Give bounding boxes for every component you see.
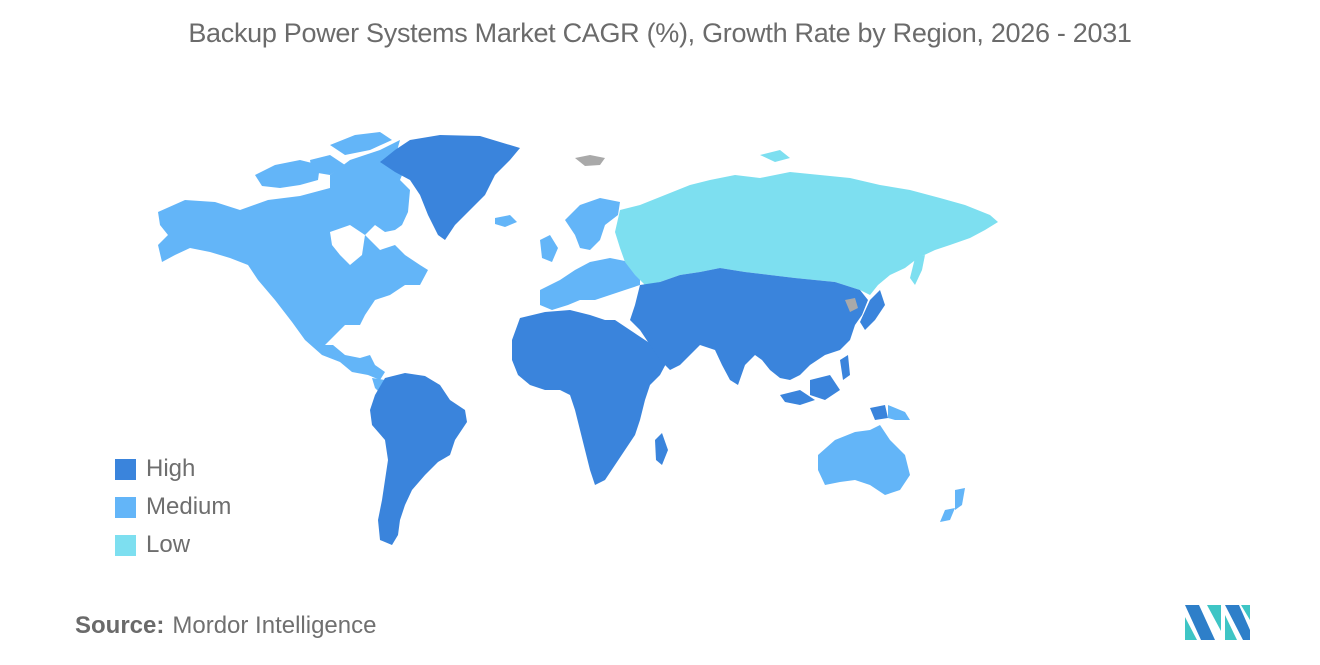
legend-item-high: High [115, 450, 231, 488]
region-europe [540, 198, 640, 310]
region-oceania [818, 425, 910, 495]
region-south-america [370, 373, 467, 545]
region-asia [630, 268, 868, 385]
legend-item-medium: Medium [115, 488, 231, 526]
legend-label: Low [146, 531, 191, 558]
region-greenland [380, 135, 520, 240]
legend-swatch-high [115, 458, 136, 480]
legend-swatch-low [115, 534, 136, 556]
region-russia [615, 172, 998, 295]
mordor-logo-icon [1185, 605, 1250, 640]
legend-swatch-medium [115, 496, 136, 518]
legend-item-low: Low [115, 526, 231, 564]
legend-label: Medium [146, 493, 232, 520]
source-note: Source: Mordor Intelligence [75, 612, 376, 640]
region-africa [512, 310, 668, 485]
region-north-america [158, 132, 428, 380]
chart-title: Backup Power Systems Market CAGR (%), Gr… [188, 18, 1132, 48]
legend: High Medium Low [115, 450, 231, 564]
source-label: Source: [75, 612, 165, 639]
legend-label: High [146, 455, 196, 482]
source-value: Mordor Intelligence [172, 612, 377, 639]
